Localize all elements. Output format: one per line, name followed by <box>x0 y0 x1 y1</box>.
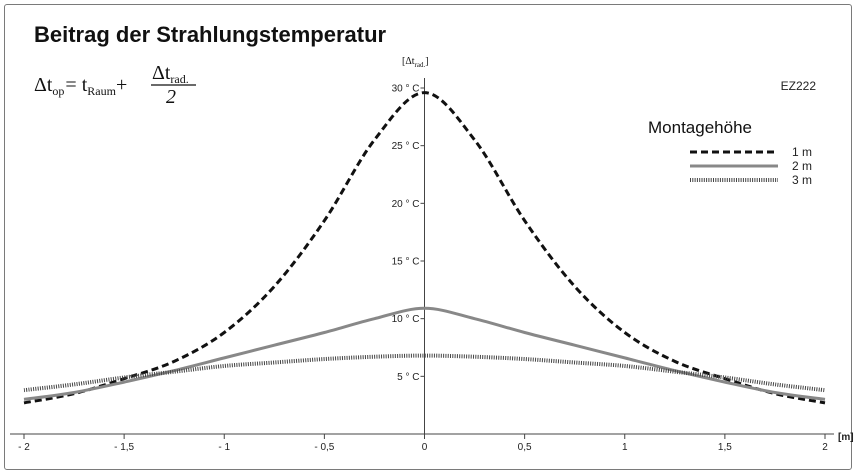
formula-num: Δt <box>152 62 171 84</box>
y-axis-label: [Δtrad.] <box>402 56 429 69</box>
formula-lhs-sub: op <box>52 84 64 98</box>
series-line-3 <box>23 353 826 393</box>
x-tick-label: 1,5 <box>718 442 732 453</box>
formula-num-sub: rad. <box>170 72 188 86</box>
formula-eq: = t <box>65 74 87 96</box>
formula-rhs-sub: Raum <box>87 84 116 98</box>
svg-text:Δtrad.: Δtrad. <box>152 62 189 86</box>
y-tick-label: 20 ° C <box>392 199 420 210</box>
formula: Δtop= tRaum+ Δtrad. 2 <box>34 62 196 108</box>
y-label-close: ] <box>425 56 428 67</box>
y-tick-label: 25 ° C <box>392 141 420 152</box>
formula-denominator: 2 <box>166 86 176 108</box>
x-tick-label: 0 <box>422 442 428 453</box>
y-tick-label: 5 ° C <box>397 372 419 383</box>
x-axis-label: [m] <box>838 432 854 443</box>
chart-frame <box>4 4 852 470</box>
legend: 1 m2 m3 m <box>690 145 812 187</box>
y-label-open: [Δt <box>402 56 415 67</box>
legend-label-3: 3 m <box>792 173 812 187</box>
y-label-sub: rad. <box>415 61 426 69</box>
x-ticks: - 2 - 1,5 - 1 - 0,5 0 0,5 1 1,5 2 <box>18 434 828 453</box>
x-tick-label: - 1,5 <box>114 442 134 453</box>
x-tick-label: 1 <box>622 442 628 453</box>
y-ticks: 5 ° C 10 ° C 15 ° C 20 ° C 25 ° C 30 ° C <box>392 84 425 383</box>
series-layer <box>23 91 826 405</box>
x-tick-label: 2 <box>822 442 828 453</box>
chart-code: EZ222 <box>781 79 817 93</box>
series-line-1 <box>23 91 826 405</box>
formula-plus: + <box>116 74 127 96</box>
chart-title: Beitrag der Strahlungstemperatur <box>34 22 387 47</box>
x-tick-label: 0,5 <box>518 442 532 453</box>
y-tick-label: 10 ° C <box>392 314 420 325</box>
legend-label-1: 1 m <box>792 145 812 159</box>
svg-text:Δtop= tRaum+: Δtop= tRaum+ <box>34 74 127 98</box>
x-tick-label: - 1 <box>218 442 230 453</box>
x-tick-label: - 2 <box>18 442 30 453</box>
formula-lhs: Δt <box>34 74 53 96</box>
legend-label-2: 2 m <box>792 159 812 173</box>
y-tick-label: 15 ° C <box>392 257 420 268</box>
legend-title: Montagehöhe <box>648 118 752 137</box>
x-tick-label: - 0,5 <box>314 442 334 453</box>
y-tick-label: 30 ° C <box>392 84 420 95</box>
